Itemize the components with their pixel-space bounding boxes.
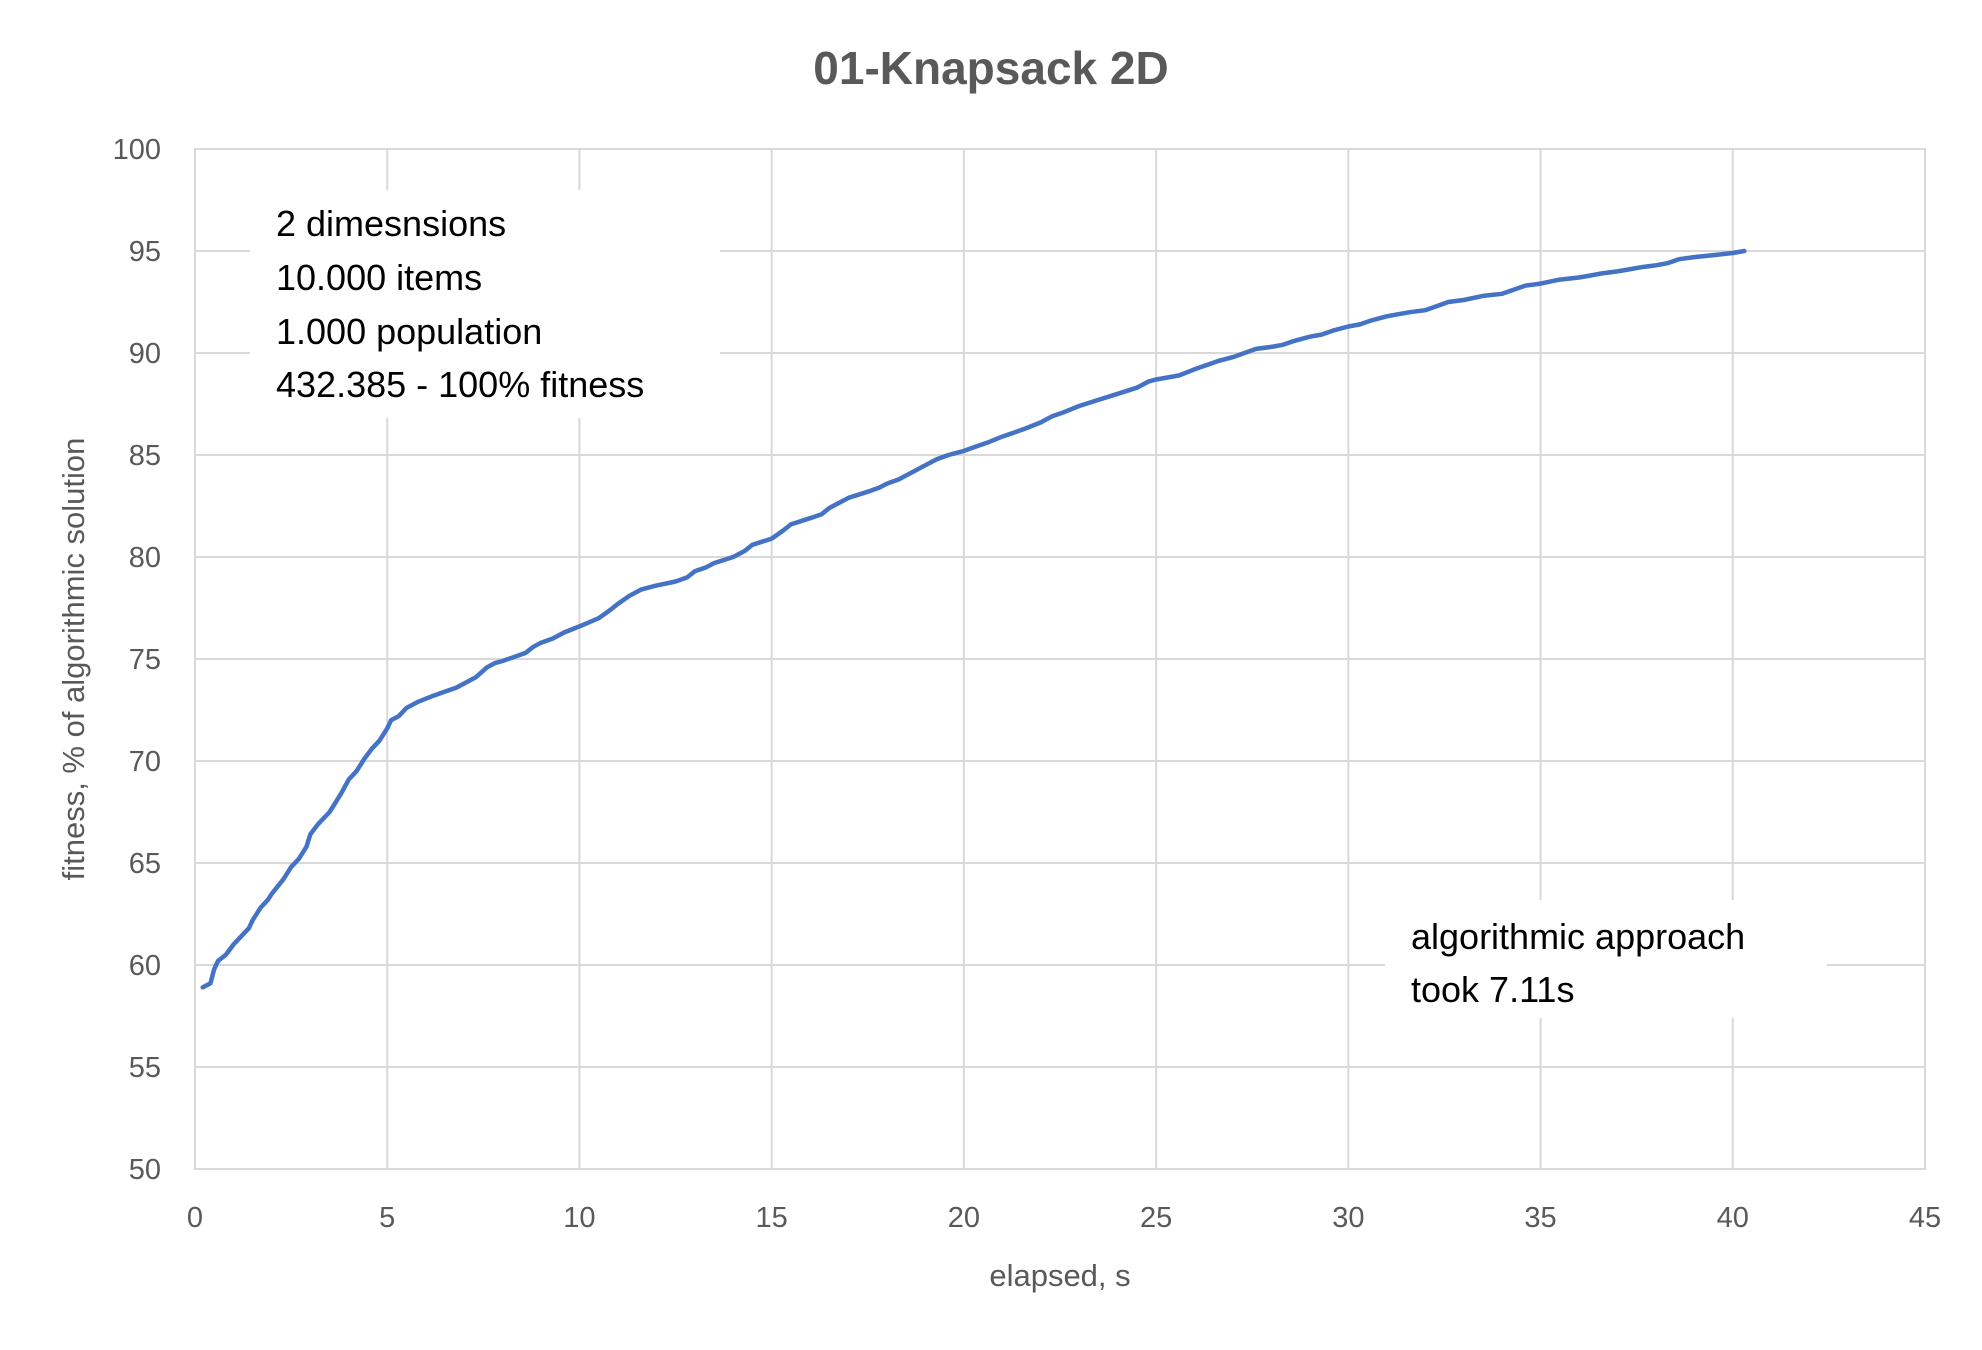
plot-frame [194, 148, 1926, 1170]
chart-title: 01-Knapsack 2D [813, 42, 1168, 94]
x-tick-label: 5 [379, 1202, 395, 1234]
y-tick-label: 95 [129, 236, 161, 268]
y-tick-label: 50 [129, 1154, 161, 1186]
y-tick-label: 90 [129, 338, 161, 370]
y-tick-label: 85 [129, 440, 161, 472]
y-tick-labels: 50 55 60 65 70 75 80 85 90 95 100 [113, 134, 161, 1186]
x-tick-label: 0 [187, 1202, 203, 1234]
annotation-line-population: 1.000 population [276, 311, 542, 352]
y-axis-title: fitness, % of algorithmic solution [56, 438, 91, 881]
annotation-top-left-background [250, 190, 720, 418]
y-tick-label: 70 [129, 746, 161, 778]
x-tick-label: 40 [1717, 1202, 1749, 1234]
y-tick-label: 65 [129, 848, 161, 880]
x-tick-label: 25 [1140, 1202, 1172, 1234]
series-line [200, 248, 1747, 990]
x-tick-label: 20 [948, 1202, 980, 1234]
x-tick-label: 15 [756, 1202, 788, 1234]
x-axis-title: elapsed, s [989, 1258, 1130, 1293]
x-tick-label: 10 [563, 1202, 595, 1234]
annotation-line-dimensions: 2 dimesnsions [276, 203, 506, 244]
y-tick-label: 75 [129, 644, 161, 676]
x-tick-label: 30 [1332, 1202, 1364, 1234]
y-tick-label: 80 [129, 542, 161, 574]
y-tick-label: 55 [129, 1052, 161, 1084]
x-tick-label: 35 [1524, 1202, 1556, 1234]
annotation-line-time: took 7.11s [1411, 969, 1574, 1010]
y-tick-label: 60 [129, 950, 161, 982]
annotation-line-approach: algorithmic approach [1411, 916, 1745, 957]
annotation-bottom-right-background [1385, 900, 1827, 1018]
annotation-line-fitness: 432.385 - 100% fitness [276, 364, 644, 405]
x-tick-label: 45 [1909, 1202, 1941, 1234]
annotation-line-items: 10.000 items [276, 257, 482, 298]
annotation-bottom-right: algorithmic approach took 7.11s [1385, 900, 1827, 1018]
x-tick-labels: 0 5 10 15 20 25 30 35 40 45 [187, 1202, 1941, 1234]
y-tick-label: 100 [113, 134, 161, 166]
annotation-top-left: 2 dimesnsions 10.000 items 1.000 populat… [250, 190, 720, 418]
